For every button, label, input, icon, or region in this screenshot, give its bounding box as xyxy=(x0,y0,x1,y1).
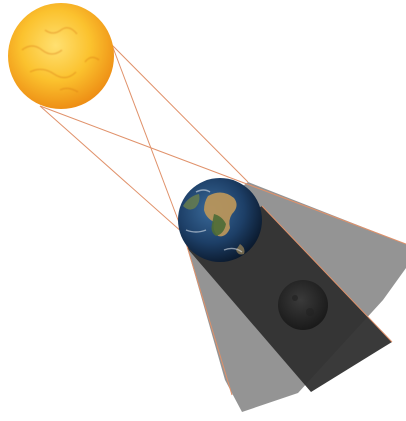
ray-penumbra-left xyxy=(182,232,233,396)
ray-penumbra-right xyxy=(261,205,393,343)
ray-lower-cross xyxy=(39,105,184,234)
ray-upper-cross xyxy=(111,44,184,234)
earth-icon xyxy=(178,178,262,262)
ray-upper-outer xyxy=(111,44,249,183)
ray-lower-outer xyxy=(39,105,406,245)
moon-icon xyxy=(278,280,328,330)
sun-icon xyxy=(8,3,114,109)
sun-rays xyxy=(39,44,406,396)
